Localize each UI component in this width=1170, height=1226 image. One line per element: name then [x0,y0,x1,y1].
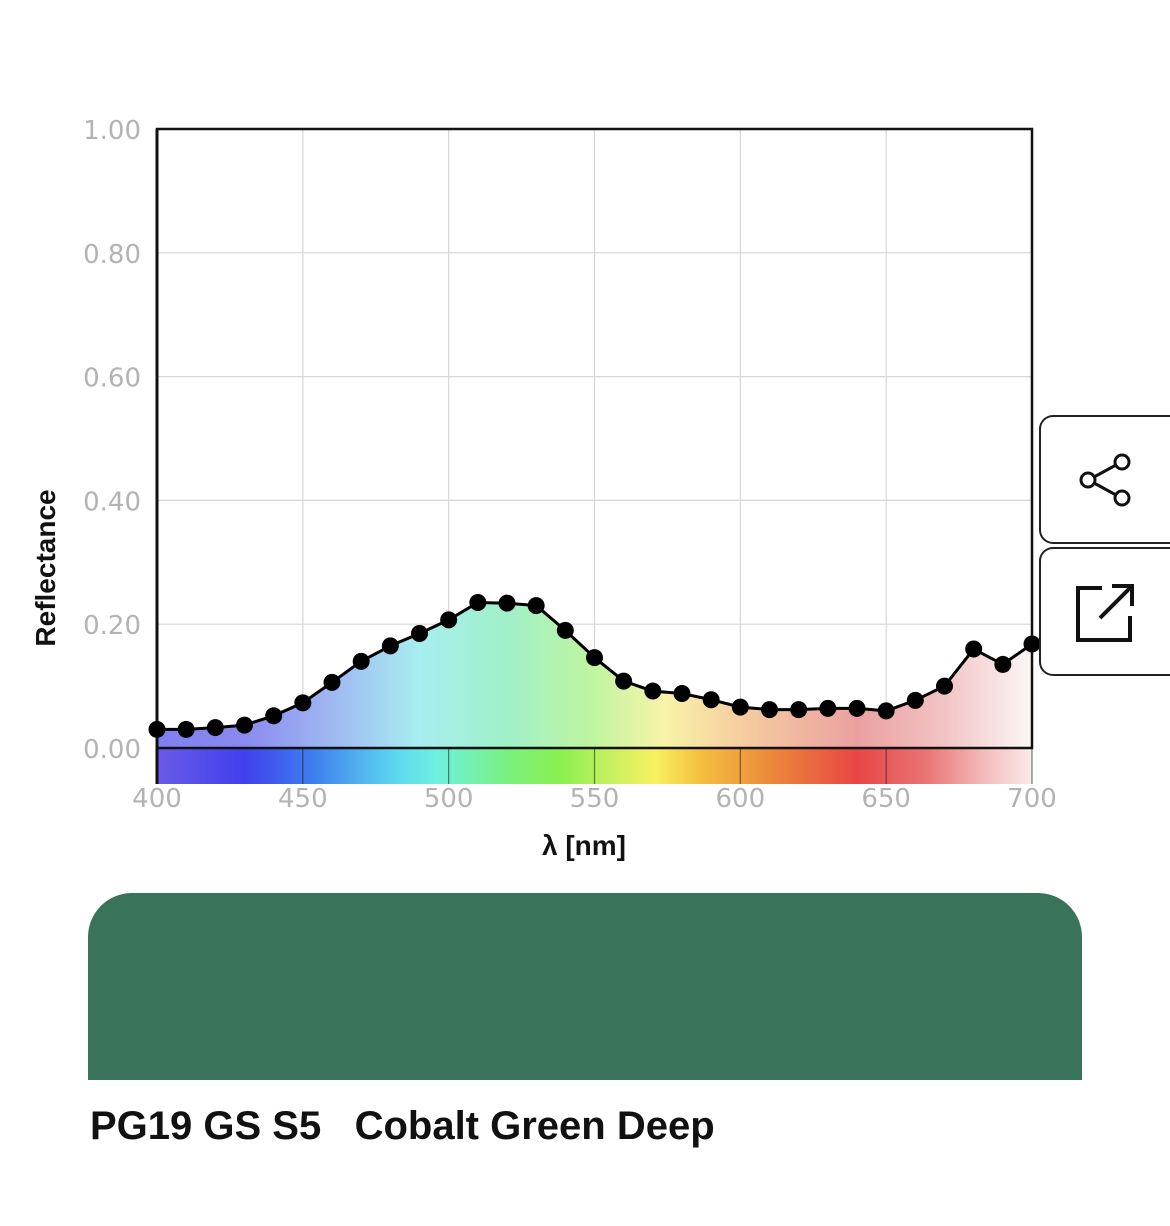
x-tick-label: 650 [861,784,911,814]
y-tick-label: 0.40 [83,487,141,517]
data-point [148,720,166,738]
reflectance-area [157,602,1032,748]
data-point [790,701,808,719]
data-point [469,594,487,612]
data-point [294,694,312,712]
y-tick-label: 0.60 [83,364,141,394]
data-point [265,707,283,725]
data-point [498,594,516,612]
data-point [906,691,924,709]
data-point [994,655,1012,673]
data-point [323,673,341,691]
y-tick-label: 0.20 [83,611,141,641]
data-point [586,649,603,667]
data-point [644,682,662,700]
data-point [1023,635,1041,653]
export-button[interactable] [1039,547,1170,676]
data-points [148,594,1041,738]
x-axis-label: λ [nm] [542,830,626,861]
data-point [702,691,720,709]
data-point [877,702,895,720]
x-tick-label: 500 [424,784,474,814]
y-tick-label: 0.00 [83,735,141,765]
data-point [673,685,691,703]
data-point [556,621,574,639]
data-point [411,624,428,642]
data-point [236,716,253,734]
x-tick-label: 400 [132,784,182,814]
data-point [731,698,749,716]
x-tick-label: 550 [570,784,620,814]
y-axis-label: Reflectance [30,489,61,646]
color-swatch [88,893,1082,1080]
data-point [848,699,866,717]
x-tick-labels: 400 450 500 550 600 650 700 [132,784,1057,814]
reflectance-chart: 0.00 0.20 0.40 0.60 0.80 1.00 400 450 500 550 600… [30,116,1057,861]
data-point [761,701,778,719]
external-link-icon [1075,583,1134,642]
y-tick-label: 1.00 [83,116,141,146]
data-point [819,699,837,717]
x-tick-label: 600 [716,784,766,814]
y-tick-label: 0.80 [83,240,141,270]
pigment-title: PG19 GS S5 Cobalt Green Deep [90,1104,715,1148]
data-point [440,611,458,629]
data-point [381,637,399,655]
data-point [527,597,545,615]
data-point [936,677,953,695]
share-button[interactable] [1039,415,1170,544]
data-point [615,672,633,690]
data-point [206,719,224,737]
data-point [177,720,195,738]
data-point [965,640,983,658]
x-tick-label: 700 [1007,784,1057,814]
x-tick-label: 450 [278,784,328,814]
y-tick-labels: 0.00 0.20 0.40 0.60 0.80 1.00 [83,116,141,765]
share-icon [1079,453,1130,506]
data-point [352,652,370,670]
